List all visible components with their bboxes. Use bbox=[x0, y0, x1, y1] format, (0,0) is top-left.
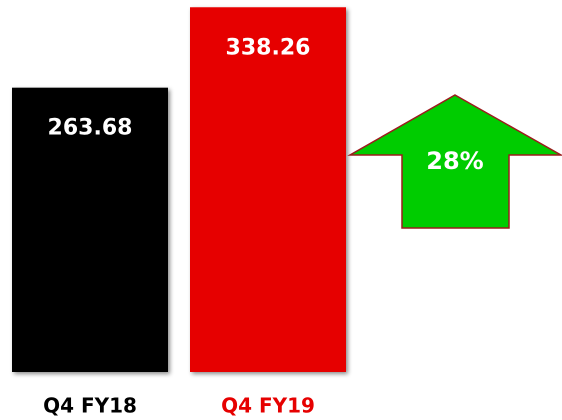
arrow-shape bbox=[347, 94, 562, 229]
bar bbox=[190, 7, 346, 372]
bar bbox=[12, 87, 168, 372]
annotation: 28% bbox=[426, 147, 483, 175]
x-tick-label: Q4 FY19 bbox=[221, 394, 315, 418]
growth-arrow: 28% bbox=[347, 94, 562, 229]
data-label: 263.68 bbox=[48, 116, 133, 141]
x-tick-label: Q4 FY18 bbox=[43, 394, 137, 418]
data-label: 338.26 bbox=[226, 35, 311, 60]
